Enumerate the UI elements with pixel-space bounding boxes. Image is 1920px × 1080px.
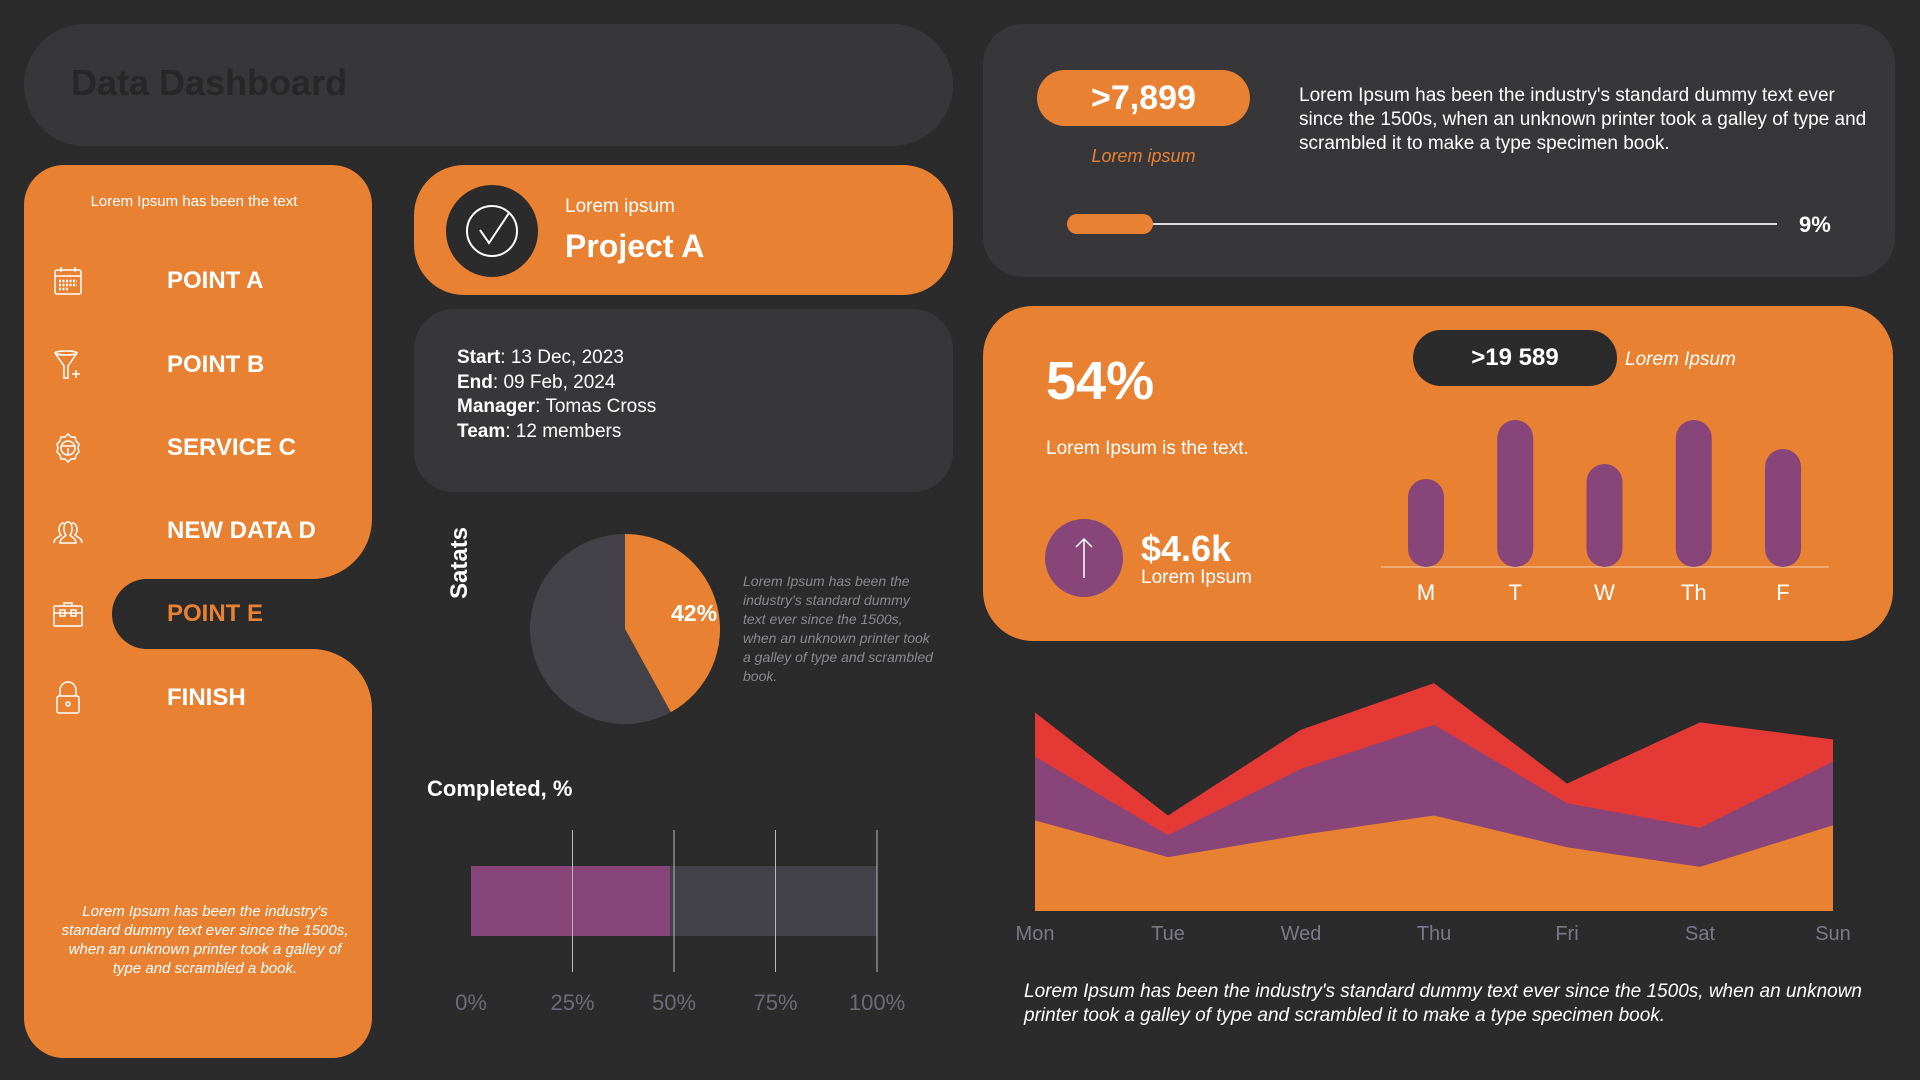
tick-label: 25% [550, 990, 594, 1015]
sidebar-item-label: SERVICE C [167, 434, 296, 461]
sidebar-footer-text: Lorem Ipsum has been the industry's stan… [61, 903, 349, 977]
lock-icon [40, 681, 96, 715]
pie-slice [530, 534, 671, 724]
bar-label: W [1594, 580, 1615, 605]
sidebar-header: Lorem Ipsum has been the text [90, 193, 298, 210]
x-tick-label: Mon [1016, 923, 1055, 945]
tick-label: 50% [652, 990, 696, 1015]
team-label: Team [457, 420, 506, 442]
project-info-card [414, 309, 953, 492]
sidebar [24, 165, 372, 579]
title-bar [24, 24, 953, 146]
area-series [1035, 815, 1833, 911]
pie-slice [625, 534, 720, 713]
sidebar-item-point-b[interactable]: POINT B [40, 330, 372, 400]
bar-label: F [1776, 580, 1789, 605]
tick-label: 75% [753, 990, 797, 1015]
summary-pill-label: Lorem Ipsum [1625, 349, 1736, 370]
bar [1675, 420, 1712, 567]
pie-chart [530, 534, 720, 724]
sidebar-item-label: POINT E [167, 600, 264, 627]
summary-pill: >19 589 [1413, 330, 1617, 386]
sidebar-item-label: FINISH [167, 684, 246, 711]
gear-icon [40, 432, 96, 464]
page-title: Data Dashboard [71, 62, 348, 103]
calendar-icon [40, 265, 96, 297]
kpi-card [983, 24, 1895, 277]
bar [1586, 464, 1623, 567]
sidebar-segment [24, 649, 372, 1058]
bar [1497, 420, 1534, 567]
pie-label: 42% [671, 600, 718, 626]
summary-money-label: Lorem Ipsum [1141, 567, 1252, 588]
sidebar-item-service-c[interactable]: SERVICE C [40, 413, 372, 483]
sidebar-item-label: POINT A [167, 267, 264, 294]
progress-fill [1067, 214, 1153, 234]
summary-money: $4.6k [1141, 528, 1232, 569]
x-tick-label: Sun [1815, 923, 1851, 945]
briefcase-icon [40, 598, 96, 630]
bar [1765, 449, 1801, 567]
sidebar-item-finish[interactable]: FINISH [40, 663, 372, 733]
x-tick-label: Thu [1417, 923, 1451, 945]
project-subtitle: Lorem ipsum [565, 196, 675, 217]
x-tick-label: Wed [1281, 923, 1322, 945]
summary-text: Lorem Ipsum is the text. [1046, 438, 1249, 459]
project-title: Project A [565, 228, 705, 264]
kpi-sublabel: Lorem ipsum [1091, 146, 1196, 166]
users-icon [40, 515, 96, 547]
summary-percent: 54% [1046, 351, 1155, 411]
end-date: : 09 Feb, 2024 [492, 371, 616, 393]
manager-name: : Tomas Cross [535, 396, 657, 417]
start-label: Start [457, 347, 501, 368]
x-tick-label: Fri [1555, 923, 1578, 945]
progress-value: 9% [1799, 212, 1831, 237]
sidebar-item-point-a[interactable]: POINT A [40, 246, 372, 316]
sidebar-item-point-e[interactable]: POINT E [112, 579, 392, 649]
stats-description: Lorem Ipsum has been the industry's stan… [743, 573, 933, 684]
manager-label: Manager [457, 396, 536, 417]
completed-chart-title: Completed, % [427, 776, 573, 801]
x-tick-label: Sat [1685, 923, 1715, 945]
sidebar-item-label: POINT B [167, 351, 265, 378]
check-circle-icon [446, 185, 538, 277]
sidebar-item-label: NEW DATA D [167, 517, 316, 544]
sidebar-item-point-e-icon-area[interactable] [40, 579, 112, 649]
sidebar-item-new-data-d[interactable]: NEW DATA D [40, 496, 372, 566]
funnel-plus-icon [40, 349, 96, 381]
team-size: : 12 members [505, 420, 622, 442]
x-tick-label: Tue [1151, 923, 1185, 945]
stats-title: Satats [446, 526, 473, 599]
start-date: : 13 Dec, 2023 [500, 347, 624, 368]
project-info: Start: 13 Dec, 2023 End: 09 Feb, 2024 Ma… [457, 346, 656, 444]
bar-completed [471, 866, 670, 936]
bar-label: M [1417, 580, 1435, 605]
bar-label: Th [1681, 580, 1707, 605]
progress-track [1067, 223, 1777, 225]
stacked-area-chart: Mon Tue Wed Thu Fri Sat Sun [1016, 683, 1851, 945]
end-label: End [457, 371, 493, 393]
tick-label: 100% [849, 990, 905, 1015]
bar-label: T [1509, 580, 1522, 605]
bottom-description: Lorem Ipsum has been the industry's stan… [1024, 981, 1862, 1026]
bar [1408, 479, 1444, 567]
kpi-description: Lorem Ipsum has been the industry's stan… [1299, 85, 1867, 154]
weekday-bar-chart: M T W Th F [1381, 420, 1829, 605]
completed-bar-chart: 0% 25% 50% 75% 100% [455, 830, 905, 1015]
arrow-up-icon [1045, 519, 1123, 597]
tick-label: 0% [455, 990, 487, 1015]
kpi-value: >7,899 [1037, 70, 1250, 126]
